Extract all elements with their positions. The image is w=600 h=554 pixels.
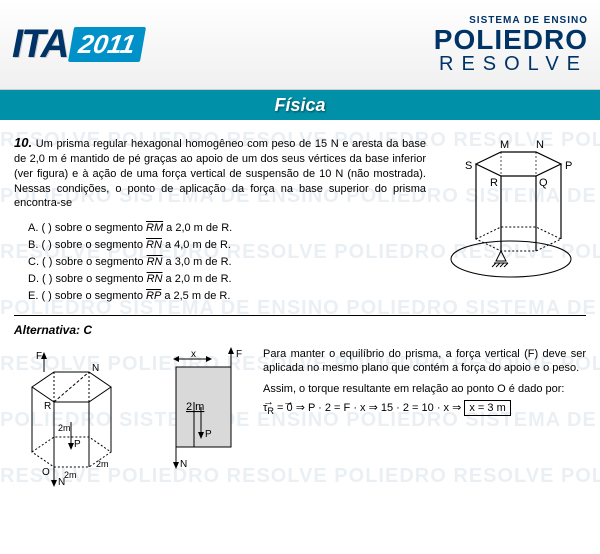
svg-text:2m: 2m [58, 423, 71, 433]
option-a: A. ( ) sobre o segmento RM a 2,0 m de R. [28, 221, 426, 236]
subject-band: Física [0, 90, 600, 120]
svg-text:2m: 2m [64, 470, 77, 480]
logo-left: ITA 2011 [12, 22, 143, 67]
prism-diagram: M N S P R Q [436, 134, 586, 305]
solution-text: Para manter o equilíbrio do prisma, a fo… [263, 347, 586, 418]
svg-text:O: O [42, 467, 50, 478]
question-row: 10. Um prisma regular hexagonal homogêne… [14, 134, 586, 305]
svg-text:R: R [490, 177, 498, 189]
divider [14, 315, 586, 316]
content: 10. Um prisma regular hexagonal homogêne… [0, 120, 600, 497]
question-text: 10. Um prisma regular hexagonal homogêne… [14, 134, 426, 211]
question-block: 10. Um prisma regular hexagonal homogêne… [14, 134, 426, 305]
resolve-text: RESOLVE [434, 54, 588, 74]
svg-text:2m: 2m [96, 459, 109, 469]
header: ITA 2011 SISTEMA DE ENSINO POLIEDRO RESO… [0, 0, 600, 90]
svg-text:R: R [44, 401, 51, 412]
svg-text:S: S [465, 160, 472, 172]
svg-text:F: F [36, 351, 42, 362]
svg-text:N: N [92, 363, 99, 374]
year-badge: 2011 [68, 27, 146, 62]
solution-para1: Para manter o equilíbrio do prisma, a fo… [263, 347, 586, 377]
option-d: D. ( ) sobre o segmento RN a 2,0 m de R. [28, 272, 426, 287]
svg-text:N: N [536, 139, 544, 151]
ita-logo: ITA [12, 22, 67, 67]
logo-right: SISTEMA DE ENSINO POLIEDRO RESOLVE [434, 16, 588, 74]
option-b: B. ( ) sobre o segmento RN a 4,0 m de R. [28, 238, 426, 253]
svg-text:P: P [565, 160, 572, 172]
svg-text:P: P [74, 439, 81, 450]
poliedro-text: POLIEDRO [434, 26, 588, 54]
subject-label: Física [274, 95, 325, 116]
boxed-answer: x = 3 m [464, 400, 510, 416]
question-body: Um prisma regular hexagonal homogêneo co… [14, 138, 426, 209]
solution-diagram-2: F x 2 m P N [161, 347, 251, 472]
solution-para2: Assim, o torque resultante em relação ao… [263, 382, 586, 397]
svg-text:x: x [191, 349, 196, 360]
svg-text:N: N [180, 459, 187, 470]
option-c: C. ( ) sobre o segmento RN a 3,0 m de R. [28, 255, 426, 270]
question-number: 10. [14, 135, 32, 150]
solution-equation: → τR → = 0 ⇒ P · 2 = F · x ⇒ 15 · 2 = 10… [263, 401, 586, 418]
svg-text:2 m: 2 m [186, 401, 204, 413]
option-e: E. ( ) sobre o segmento RP a 2,5 m de R. [28, 289, 426, 304]
answer-label: Alternativa: C [14, 322, 586, 338]
svg-text:P: P [205, 429, 212, 440]
solution-row: F N R P O N 2m 2m 2m F x 2 m [14, 347, 586, 487]
svg-text:Q: Q [539, 177, 548, 189]
svg-text:F: F [236, 349, 242, 360]
solution-diagram-1: F N R P O N 2m 2m 2m [14, 347, 149, 487]
svg-text:M: M [500, 139, 509, 151]
